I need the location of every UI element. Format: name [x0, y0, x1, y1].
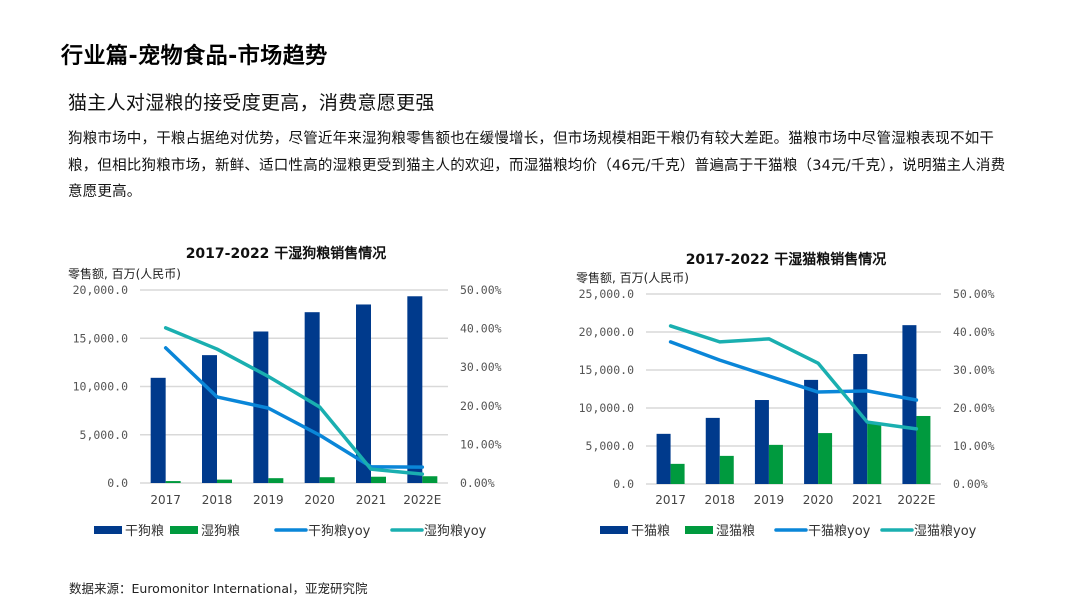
y-tick-label: 10,000.0	[73, 380, 128, 394]
data-source-note: 数据来源：Euromonitor International，亚宠研究院	[69, 581, 368, 596]
bar-cat-wet	[768, 444, 783, 484]
y-axis-label: 零售额, 百万(人民币)	[68, 266, 181, 281]
bar-cat-dry	[902, 325, 917, 484]
legend-swatch-bar	[94, 526, 122, 534]
y2-tick-label: 20.00%	[460, 399, 502, 413]
legend-swatch-bar	[170, 526, 198, 534]
chart-title: 2017-2022 干湿狗粮销售情况	[186, 245, 387, 262]
y2-tick-label: 40.00%	[460, 322, 502, 336]
legend-swatch-bar	[685, 526, 713, 534]
legend-label: 干猫粮	[631, 524, 670, 539]
legend-label: 湿猫粮	[716, 524, 755, 539]
legend-label: 湿狗粮yoy	[424, 524, 487, 539]
x-tick-label: 2019	[253, 493, 284, 507]
body-paragraph: 狗粮市场中，干粮占据绝对优势，尽管近年来湿狗粮零售额也在缓慢增长，但市场规模相距…	[68, 131, 1006, 200]
y2-tick-label: 10.00%	[460, 437, 502, 451]
y-tick-label: 10,000.0	[579, 401, 634, 415]
x-tick-label: 2017	[150, 493, 181, 507]
y2-tick-label: 50.00%	[460, 283, 502, 297]
bar-dog-dry	[356, 304, 371, 483]
y-tick-label: 20,000.0	[579, 325, 634, 339]
bar-dog-wet	[319, 477, 335, 483]
y-tick-label: 15,000.0	[73, 331, 128, 345]
y2-tick-label: 30.00%	[460, 360, 502, 374]
y2-tick-label: 0.00%	[460, 476, 495, 490]
line-cat-dry-yoy	[668, 340, 919, 402]
y-tick-label: 5,000.0	[80, 428, 129, 442]
line-cat-wet-yoy	[668, 324, 919, 431]
bar-cat-dry	[853, 354, 868, 484]
x-tick-label: 2020	[304, 493, 335, 507]
x-tick-label: 2021	[852, 493, 883, 507]
y-axis-label: 零售额, 百万(人民币)	[576, 270, 689, 285]
bar-dog-wet	[371, 476, 386, 483]
legend-label: 湿狗粮	[201, 524, 240, 539]
y2-tick-label: 10.00%	[953, 439, 995, 453]
bar-dog-wet	[217, 479, 232, 483]
bar-cat-dry	[804, 379, 819, 484]
bar-dog-wet	[268, 478, 284, 483]
bar-dog-wet	[165, 481, 181, 483]
y-tick-label: 0.0	[613, 477, 634, 491]
x-tick-label: 2020	[803, 493, 834, 507]
y-tick-label: 25,000.0	[579, 287, 634, 301]
bar-dog-wet	[422, 476, 438, 483]
bar-cat-dry	[656, 433, 671, 484]
y2-tick-label: 0.00%	[953, 477, 988, 491]
legend-swatch-bar	[600, 526, 628, 534]
y-tick-label: 5,000.0	[586, 439, 635, 453]
y2-tick-label: 20.00%	[953, 401, 995, 415]
bar-dog-dry	[407, 296, 423, 483]
legend-label: 干猫粮yoy	[808, 524, 871, 539]
y2-tick-label: 50.00%	[953, 287, 995, 301]
bar-cat-wet	[916, 415, 931, 484]
page-title: 行业篇-宠物食品-市场趋势	[61, 44, 328, 69]
x-tick-label: 2021	[356, 493, 387, 507]
page-subtitle: 猫主人对湿粮的接受度更高，消费意愿更强	[68, 92, 435, 114]
bar-cat-wet	[867, 423, 882, 484]
bar-cat-dry	[754, 400, 769, 484]
y-tick-label: 0.0	[107, 476, 128, 490]
y-tick-label: 15,000.0	[579, 363, 634, 377]
bar-cat-wet	[818, 433, 833, 484]
y2-tick-label: 40.00%	[953, 325, 995, 339]
x-tick-label: 2018	[704, 493, 735, 507]
legend-label: 湿猫粮yoy	[914, 524, 977, 539]
x-tick-label: 2017	[655, 493, 686, 507]
legend-label: 干狗粮yoy	[308, 524, 371, 539]
bar-cat-wet	[719, 455, 734, 484]
bar-cat-dry	[705, 417, 720, 484]
x-tick-label: 2022E	[403, 493, 441, 507]
x-tick-label: 2022E	[897, 493, 935, 507]
x-tick-label: 2018	[202, 493, 233, 507]
bar-cat-wet	[670, 463, 685, 484]
x-tick-label: 2019	[754, 493, 785, 507]
bar-dog-dry	[150, 377, 166, 483]
line-dog-dry-yoy	[163, 346, 425, 469]
chart-title: 2017-2022 干湿猫粮销售情况	[686, 251, 887, 268]
line-dog-wet-yoy	[163, 326, 425, 476]
legend-label: 干狗粮	[125, 524, 164, 539]
y-tick-label: 20,000.0	[73, 283, 128, 297]
bar-dog-dry	[304, 312, 320, 483]
bar-dog-dry	[202, 355, 217, 483]
y2-tick-label: 30.00%	[953, 363, 995, 377]
